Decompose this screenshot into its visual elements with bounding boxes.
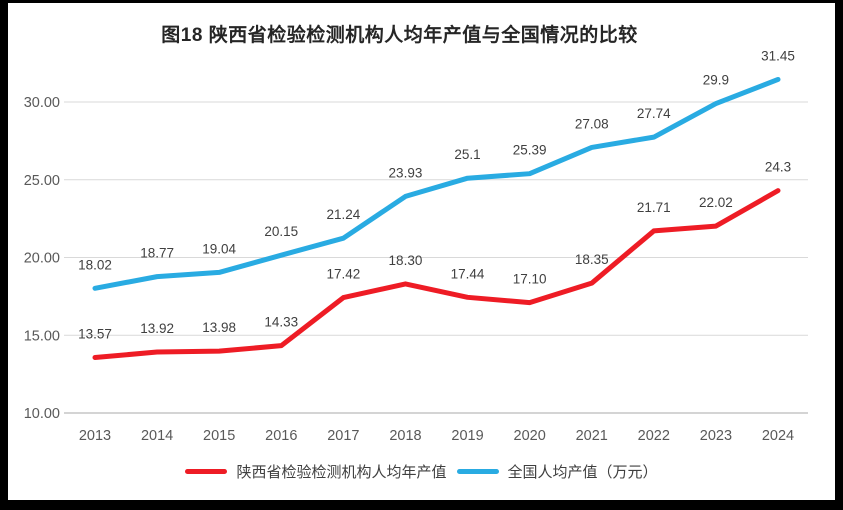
data-label-national-2023: 29.9 — [703, 73, 729, 88]
x-tick-label-2013: 2013 — [79, 428, 111, 444]
x-tick-label-2020: 2020 — [514, 428, 546, 444]
data-label-shaanxi-2022: 21.71 — [637, 200, 671, 215]
y-tick-label: 30.00 — [24, 95, 60, 111]
data-label-shaanxi-2018: 18.30 — [389, 253, 423, 268]
x-tick-label-2015: 2015 — [203, 428, 235, 444]
x-tick-label-2024: 2024 — [762, 428, 794, 444]
x-tick-label-2021: 2021 — [576, 428, 608, 444]
legend-swatch-shaanxi-line — [185, 469, 228, 474]
legend-label-shaanxi: 陕西省检验检测机构人均年产值 — [236, 464, 447, 481]
data-label-national-2021: 27.08 — [575, 116, 609, 131]
chart-area: 10.00 15.00 20.00 25.00 30.00 2013 2014 2015 201… — [8, 3, 835, 500]
legend-item-shaanxi: 陕西省检验检测机构人均年产值 — [185, 461, 447, 482]
x-tick-label-2018: 2018 — [389, 428, 421, 444]
data-label-shaanxi-2014: 13.92 — [140, 321, 174, 336]
x-tick-label-2022: 2022 — [638, 428, 670, 444]
x-tick-label-2014: 2014 — [141, 428, 173, 444]
data-label-national-2020: 25.39 — [513, 143, 547, 158]
data-label-national-2019: 25.1 — [454, 147, 480, 162]
legend: 陕西省检验检测机构人均年产值 全国人均产值（万元） — [8, 461, 835, 482]
data-label-shaanxi-2013: 13.57 — [78, 326, 112, 341]
y-tick-label: 10.00 — [24, 406, 60, 422]
data-label-shaanxi-2020: 17.10 — [513, 272, 547, 287]
data-label-shaanxi-2024: 24.3 — [765, 160, 791, 175]
data-label-national-2024: 31.45 — [761, 48, 795, 63]
x-tick-label-2023: 2023 — [700, 428, 732, 444]
data-label-national-2014: 18.77 — [140, 246, 174, 261]
legend-item-national: 全国人均产值（万元） — [456, 461, 658, 482]
legend-swatch-national-line — [456, 469, 499, 474]
y-tick-label: 25.00 — [24, 173, 60, 189]
data-label-shaanxi-2017: 17.42 — [326, 267, 360, 282]
x-tick-label-2016: 2016 — [265, 428, 297, 444]
data-label-shaanxi-2021: 18.35 — [575, 252, 609, 267]
plot-area: 10.00 15.00 20.00 25.00 30.00 2013 2014 2015 201… — [24, 48, 808, 444]
data-label-national-2013: 18.02 — [78, 257, 112, 272]
data-label-national-2018: 23.93 — [389, 165, 423, 180]
data-label-shaanxi-2016: 14.33 — [264, 315, 298, 330]
y-tick-label: 20.00 — [24, 251, 60, 267]
data-label-national-2022: 27.74 — [637, 106, 671, 121]
y-tick-label: 15.00 — [24, 328, 60, 344]
series-line-national — [92, 76, 781, 291]
legend-label-national: 全国人均产值（万元） — [507, 464, 658, 481]
data-label-shaanxi-2015: 13.98 — [202, 320, 236, 335]
chart-title: 图18 陕西省检验检测机构人均年产值与全国情况的比较 — [161, 25, 638, 46]
data-label-national-2016: 20.15 — [264, 224, 298, 239]
data-label-national-2015: 19.04 — [202, 241, 236, 256]
data-label-shaanxi-2023: 22.02 — [699, 195, 733, 210]
x-tick-label-2019: 2019 — [451, 428, 483, 444]
x-tick-label-2017: 2017 — [327, 428, 359, 444]
data-label-national-2017: 21.24 — [326, 207, 360, 222]
series-line-shaanxi — [92, 188, 781, 360]
data-label-shaanxi-2019: 17.44 — [451, 266, 485, 281]
